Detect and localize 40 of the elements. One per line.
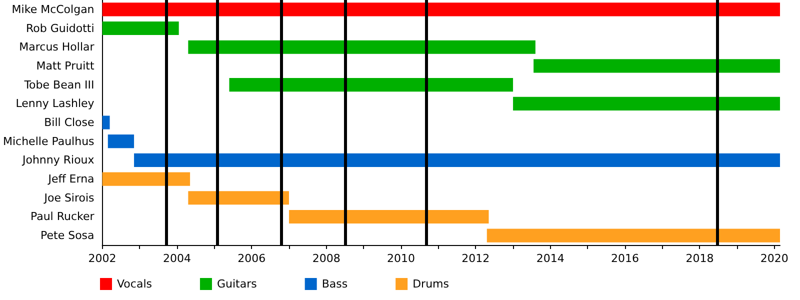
bar [134,153,780,167]
bar [513,96,780,110]
bar [102,21,179,36]
bar [534,59,780,73]
bar [188,191,289,205]
y-tick-label: Pete Sosa [40,229,94,242]
legend-label: Drums [412,278,450,290]
legend-label: Guitars [216,278,258,290]
y-tick-label: Jeff Erna [47,172,94,186]
y-tick-label: Joe Sirois [43,191,95,204]
y-tick-label: Johnny Rioux [21,154,95,167]
x-tick-label: 2020 [760,252,788,265]
legend-label: Bass [322,278,348,290]
x-tick-label: 2012 [462,252,490,265]
y-tick-label: Michelle Paulhus [2,134,95,148]
y-tick-label: Tobe Bean III [23,78,94,92]
x-tick-label: 2006 [238,252,266,265]
x-tick-label: 2014 [536,252,564,265]
x-tick-label: 2004 [162,252,191,265]
bar [102,172,190,186]
y-tick-label: Lenny Lashley [16,97,95,110]
y-tick-label: Marcus Hollar [19,40,95,54]
x-tick-label: 2008 [312,252,340,265]
legend-label: Vocals [117,278,152,290]
bar [188,40,536,54]
x-tick-label: 2002 [88,252,116,265]
y-tick-label: Bill Close [44,116,95,129]
y-tick-label: Mike McColgan [12,2,94,16]
bar [486,228,780,242]
y-tick-label: Paul Rucker [30,210,95,224]
x-tick-label: 2018 [686,252,714,265]
bar [229,78,514,92]
y-tick-label: Matt Pruitt [36,59,95,72]
y-tick-label: Rob Guidotti [26,22,94,35]
x-tick-label: 2010 [387,252,416,265]
bar [108,134,134,148]
x-tick-label: 2016 [611,252,640,265]
bar [102,116,110,130]
bar [102,2,780,16]
bar [288,210,489,224]
